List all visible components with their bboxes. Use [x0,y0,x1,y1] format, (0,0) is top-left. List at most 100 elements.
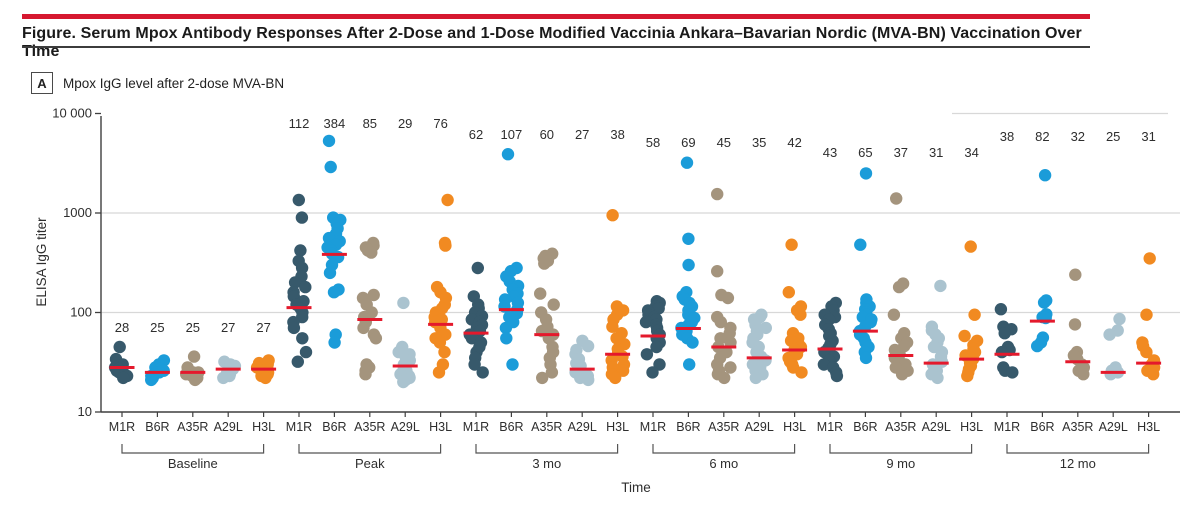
data-point-H3L [1147,368,1160,381]
data-point-A35R [723,327,736,340]
gm-titer-label: 38 [1000,129,1014,144]
x-tick-label: A35R [708,420,739,434]
gm-titer-label: 27 [221,320,235,335]
data-point-A35R [718,371,731,385]
y-axis-title: ELISA IgG titer [34,217,49,307]
gm-titer-label: 107 [501,127,523,142]
data-point-A35R [711,265,724,278]
data-point-H3L [1143,252,1156,265]
data-point-M1R [476,366,489,379]
data-point-H3L [785,238,798,251]
gm-titer-label: 35 [752,135,766,150]
data-point-M1R [471,261,484,275]
y-tick-label: 10 [78,404,92,419]
group-label: 6 mo [709,456,738,471]
data-point-A29L [581,339,595,353]
data-point-A35R [365,246,378,259]
data-point-B6R [854,238,867,251]
data-point-A29L [749,371,762,385]
group-label: 9 mo [886,456,915,471]
data-point-A35R [359,368,372,381]
data-point-B6R [500,332,513,345]
group-bracket [121,444,265,454]
data-point-M1R [646,366,659,379]
data-point-A35R [538,257,551,270]
data-point-M1R [294,244,307,257]
data-point-B6R [499,321,513,335]
x-tick-label: B6R [499,420,523,434]
data-point-A35R [724,361,737,374]
data-point-H3L [961,369,974,383]
gm-titer-label: 28 [115,320,129,335]
x-tick-label: B6R [1030,420,1054,434]
data-point-A35R [890,192,903,205]
data-point-H3L [438,345,451,359]
x-tick-label: B6R [853,420,877,434]
data-point-A35R [895,368,909,381]
data-point-A35R [369,332,383,345]
group-label: 3 mo [532,456,561,471]
data-point-M1R [288,276,302,289]
data-point-B6R [859,351,873,365]
gm-titer-label: 45 [717,135,731,150]
data-point-M1R [117,371,130,385]
x-tick-label: M1R [109,420,135,434]
data-point-A29L [934,279,947,293]
data-point-A35R [714,315,727,329]
data-point-A29L [582,373,595,387]
data-point-M1R [998,327,1011,340]
data-point-B6R [145,373,158,387]
x-tick-label: B6R [676,420,700,434]
gm-titer-label: 384 [324,116,346,131]
data-point-B6R [686,336,699,349]
x-tick-label: H3L [783,420,806,434]
gm-titer-label: 69 [681,135,695,150]
data-point-A29L [217,371,230,385]
x-tick-label: A29L [922,420,951,434]
data-point-B6R [324,160,337,174]
data-point-A35R [711,187,724,201]
x-tick-label: A35R [531,420,562,434]
data-point-H3L [964,240,977,253]
group-bracket [652,444,796,454]
x-tick-label: A29L [568,420,597,434]
data-point-A35R [187,350,201,363]
data-point-A35R [547,298,560,311]
data-point-B6R [323,266,337,280]
data-point-H3L [616,364,630,377]
group-label: Peak [355,456,385,471]
data-point-H3L [439,239,452,252]
gm-titer-label: 65 [858,145,872,160]
x-tick-label: A35R [885,420,916,434]
data-point-M1R [468,358,481,371]
data-point-A29L [397,375,410,389]
data-point-H3L [958,329,971,343]
data-point-H3L [609,371,622,385]
y-tick-label: 1000 [63,205,92,220]
data-point-B6R [506,358,519,371]
data-point-A29L [931,371,944,385]
data-point-M1R [995,345,1009,359]
gm-titer-label: 85 [363,116,377,131]
data-point-A35R [188,373,202,387]
gm-titer-label: 27 [575,127,589,142]
data-point-M1R [299,345,313,359]
panel-letter-badge: A [31,72,53,94]
data-point-M1R [287,321,301,335]
data-point-A29L [397,296,410,310]
x-tick-label: H3L [960,420,983,434]
data-point-H3L [259,371,272,385]
data-point-A29L [1113,312,1126,326]
x-tick-label: A29L [391,420,420,434]
gm-titer-label: 25 [1106,129,1120,144]
data-point-A35R [1069,268,1082,281]
x-tick-label: H3L [252,420,275,434]
group-bracket [1006,444,1150,454]
data-point-H3L [782,286,795,299]
y-tick-label: 10 000 [52,106,92,121]
data-point-M1R [650,340,663,354]
gm-titer-label: 43 [823,145,837,160]
x-tick-label: M1R [994,420,1020,434]
gm-titer-label: 31 [929,145,943,160]
